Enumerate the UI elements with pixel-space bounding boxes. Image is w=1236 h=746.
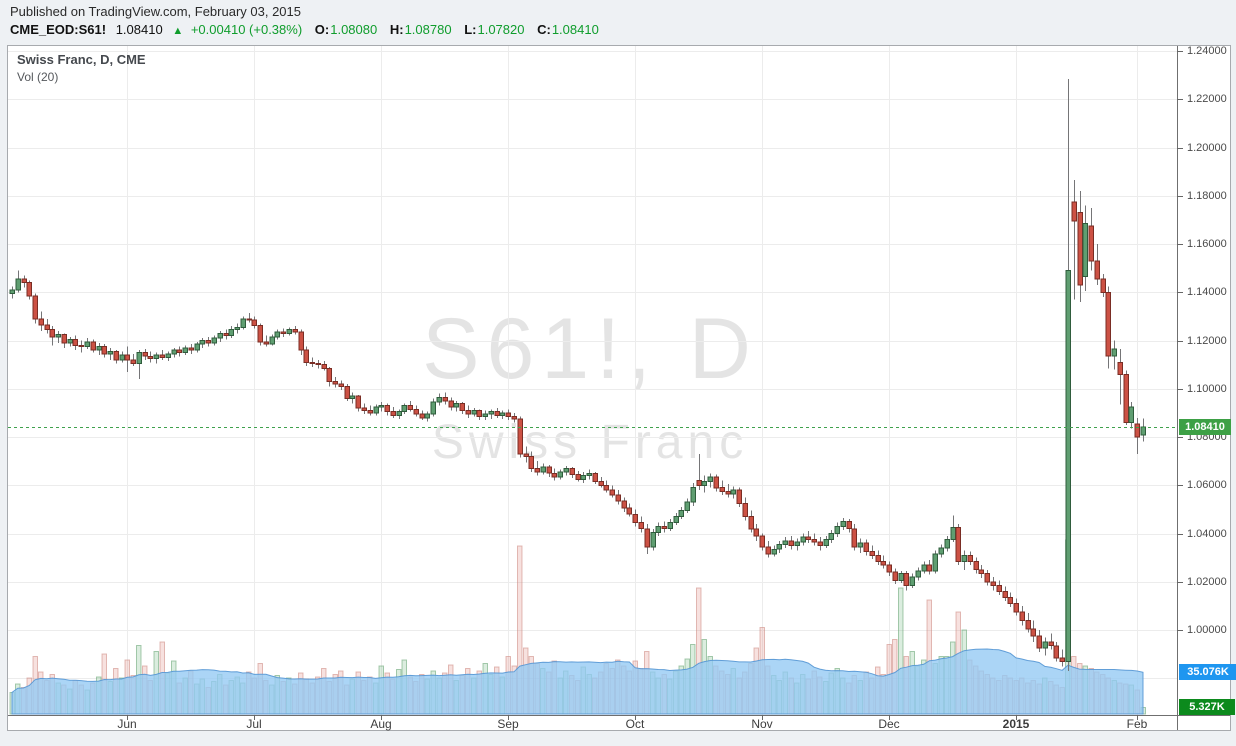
close-label: C: [537,22,551,37]
time-axis-label: Oct [625,717,645,731]
price-axis-label: 1.00000 [1187,624,1227,636]
price-axis-label: 1.18000 [1187,190,1227,202]
time-axis-label: Dec [878,717,900,731]
volume-ma-badge: 35.076K [1179,664,1236,680]
price-axis-label: 1.16000 [1187,238,1227,250]
open-label: O: [314,22,330,37]
price-axis-label: 1.12000 [1187,335,1227,347]
pane-borders [8,46,1230,730]
watermark-name: Swiss Franc [432,416,748,469]
high-value: 1.08780 [404,22,452,37]
chart-legend[interactable]: Swiss Franc, D, CME Vol (20) [17,52,146,84]
price-axis-label: 1.10000 [1187,383,1227,395]
symbol-label[interactable]: CME_EOD:S61! [10,22,107,37]
close-value: 1.08410 [551,22,599,37]
time-axis-label: Aug [370,717,392,731]
price-axis-label: 1.20000 [1187,142,1227,154]
quote-line: CME_EOD:S61! 1.08410 ▲ +0.00410 (+0.38%)… [10,22,599,37]
volume-last-badge: 5.327K [1179,699,1235,715]
up-arrow-icon: ▲ [172,25,184,37]
time-axis-label: Sep [497,717,519,731]
price-axis-label: 1.04000 [1187,528,1227,540]
high-label: H: [389,22,404,37]
legend-volume-indicator[interactable]: Vol (20) [17,70,59,84]
volume-ma-area [11,648,1144,715]
last-price-value: 1.08410 [115,22,163,37]
price-axis-label: 1.06000 [1187,479,1227,491]
price-axis-label: 1.02000 [1187,576,1227,588]
candles [9,78,1146,672]
chart-widget: S61!, D Swiss Franc Swiss Franc, D, CME V… [7,45,1236,731]
open-value: 1.08080 [330,22,378,37]
time-axis-label: 2015 [1002,717,1030,731]
price-change: +0.00410 (+0.38%) [190,22,303,37]
time-axis-label: Jun [117,717,137,731]
low-label: L: [464,22,477,37]
low-value: 1.07820 [477,22,525,37]
last-price-badge: 1.08410 [1179,419,1231,435]
legend-title[interactable]: Swiss Franc, D, CME [17,52,146,67]
time-axis-label: Feb [1126,717,1148,731]
time-axis-label: Nov [751,717,773,731]
published-line: Published on TradingView.com, February 0… [10,4,301,19]
price-axis-label: 1.14000 [1187,286,1227,298]
chart-canvas[interactable]: S61!, D Swiss Franc [8,46,1230,730]
price-axis-label: 1.24000 [1187,45,1227,57]
price-axis-label: 1.22000 [1187,93,1227,105]
time-axis-label: Jul [246,717,262,731]
watermark-symbol: S61!, D [422,301,758,397]
